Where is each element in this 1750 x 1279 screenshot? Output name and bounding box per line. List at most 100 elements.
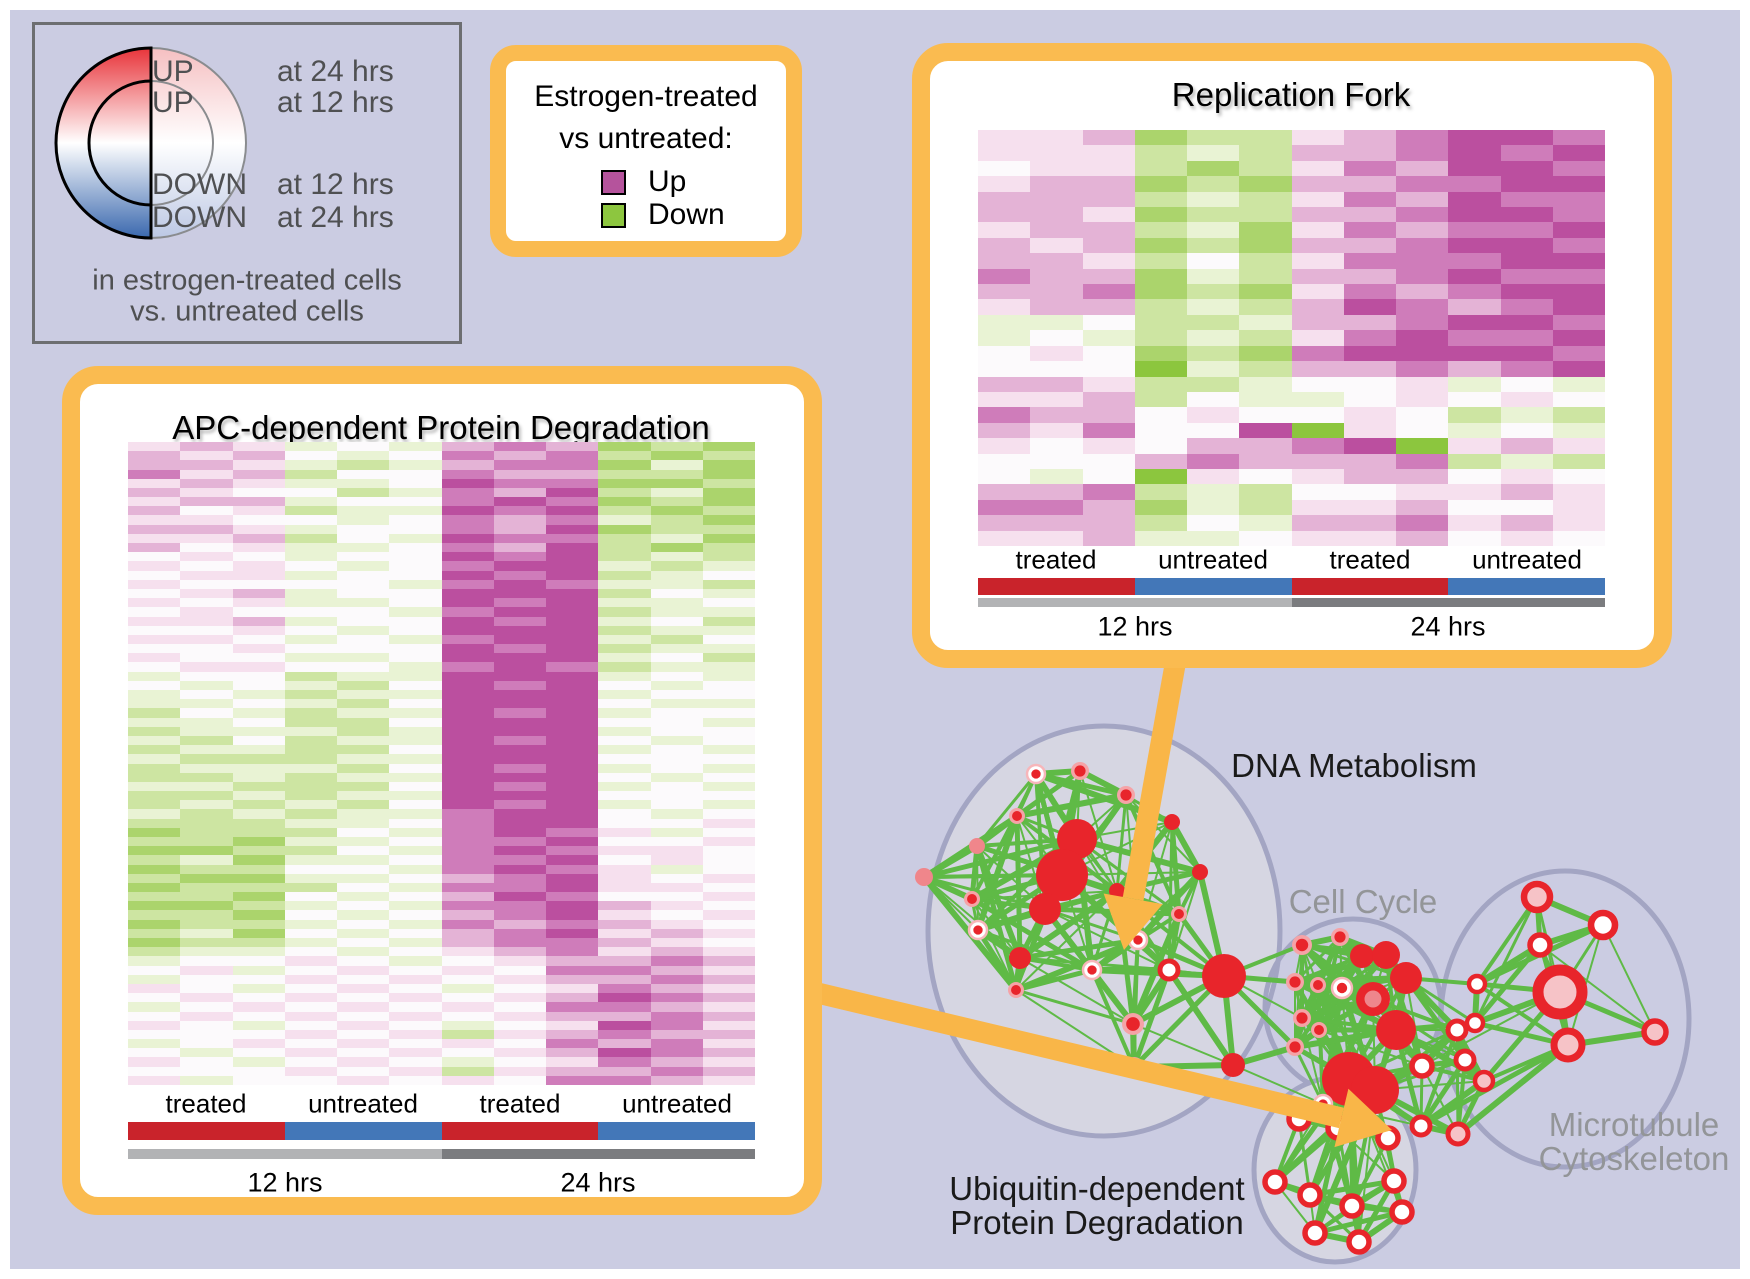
heatmap-cell	[493, 579, 546, 589]
heatmap-cell	[1448, 453, 1501, 469]
heatmap-cell	[1082, 330, 1135, 346]
heatmap-cell	[546, 690, 599, 700]
heatmap-cell	[1396, 530, 1449, 546]
timepoint-bar	[128, 1149, 755, 1159]
heatmap-cell	[1396, 376, 1449, 392]
heatmap-cell	[546, 956, 599, 966]
heatmap-cell	[337, 644, 390, 654]
heatmap-cell	[1448, 484, 1501, 500]
heatmap-cell	[441, 561, 494, 571]
heatmap-cell	[337, 460, 390, 470]
heatmap-cell	[389, 644, 442, 654]
legend-down-12-dir: DOWN	[152, 168, 247, 201]
heatmap-cell	[1500, 361, 1553, 377]
heatmap-cell	[1448, 530, 1501, 546]
heatmap-cell	[284, 1039, 337, 1049]
heatmap-cell	[1343, 376, 1396, 392]
heatmap-cell	[1343, 314, 1396, 331]
heatmap-cell	[978, 299, 1031, 315]
heatmap-cell	[232, 708, 285, 718]
heatmap-cell	[1500, 453, 1553, 469]
heatmap-cell	[1448, 284, 1501, 300]
heatmap-cell	[128, 901, 181, 911]
heatmap-cell	[650, 460, 703, 470]
heatmap-cell	[702, 772, 755, 782]
heatmap-cell	[180, 892, 233, 902]
heatmap-cell	[128, 855, 181, 865]
heatmap-cell	[1239, 176, 1292, 192]
heatmap-cell	[232, 671, 285, 681]
heatmap-cell	[1448, 422, 1501, 439]
heatmap-cell	[546, 699, 599, 709]
heatmap-cell	[337, 781, 390, 792]
heatmap-cell	[493, 497, 546, 507]
heatmap-cell	[128, 800, 181, 810]
heatmap-cell	[1239, 499, 1292, 516]
heatmap-cell	[284, 561, 337, 571]
timepoint-bar-segment	[978, 598, 1292, 607]
heatmap-cell	[650, 791, 703, 801]
heatmap-cell	[1239, 468, 1292, 485]
heatmap-cell	[232, 983, 285, 994]
heatmap-cell	[1343, 515, 1396, 531]
heatmap-cell	[978, 237, 1031, 254]
heatmap-cell	[650, 442, 703, 452]
heatmap-cell	[128, 552, 181, 562]
timepoint-label: 24 hrs	[1410, 611, 1486, 642]
heatmap-cell	[128, 524, 181, 534]
heatmap-cell	[546, 919, 599, 929]
heatmap-cell	[493, 552, 546, 562]
heatmap-cell	[389, 1048, 442, 1058]
heatmap-cell	[702, 781, 755, 792]
heatmap-cell	[1396, 391, 1449, 408]
heatmap-cell	[337, 1039, 390, 1049]
heatmap-cell	[128, 487, 181, 498]
heatmap-cell	[650, 965, 703, 975]
heatmap-cell	[1030, 160, 1083, 177]
heatmap-cell	[1082, 207, 1135, 223]
heatmap-cell	[650, 726, 703, 736]
heatmap-cell	[1030, 237, 1083, 254]
heatmap-cell	[702, 607, 755, 617]
heatmap-cell	[598, 781, 651, 792]
heatmap-cell	[598, 993, 651, 1003]
heatmap-cell	[128, 451, 181, 461]
heatmap-cell	[650, 938, 703, 948]
heatmap-cell	[1396, 453, 1449, 469]
heatmap-cell	[337, 809, 390, 819]
heatmap-cell	[232, 1002, 285, 1012]
heatmap-cell	[389, 827, 442, 837]
heatmap-cell	[284, 506, 337, 516]
heatmap-cell	[546, 1075, 599, 1085]
heatmap-cell	[978, 145, 1031, 161]
heatmap-cell	[180, 1002, 233, 1012]
heatmap-cell	[546, 451, 599, 461]
heatmap-cell	[180, 607, 233, 617]
heatmap-cell	[702, 1029, 755, 1040]
heatmap-cell	[598, 487, 651, 498]
heatmap-cell	[441, 1048, 494, 1058]
heatmap-cell	[180, 1048, 233, 1058]
heatmap-cell	[546, 552, 599, 562]
heatmap-cell	[1396, 237, 1449, 254]
color-key-title-line1: Estrogen-treated	[534, 80, 758, 113]
heatmap-cell	[493, 993, 546, 1003]
heatmap-cell	[546, 662, 599, 672]
heatmap-cell	[389, 873, 442, 883]
heatmap-cell	[598, 901, 651, 911]
heatmap-cell	[128, 671, 181, 681]
heatmap-cell	[546, 616, 599, 626]
heatmap-cell	[337, 451, 390, 461]
heatmap-cell	[337, 873, 390, 883]
heatmap-cell	[702, 451, 755, 461]
heatmap-cell	[284, 717, 337, 727]
heatmap-cell	[598, 855, 651, 865]
heatmap-cell	[389, 956, 442, 966]
heatmap-cell	[546, 864, 599, 874]
heatmap-cell	[1448, 468, 1501, 485]
heatmap-cell	[128, 947, 181, 957]
heatmap-cell	[284, 543, 337, 553]
heatmap-cell	[1552, 345, 1605, 362]
heatmap-cell	[128, 708, 181, 718]
